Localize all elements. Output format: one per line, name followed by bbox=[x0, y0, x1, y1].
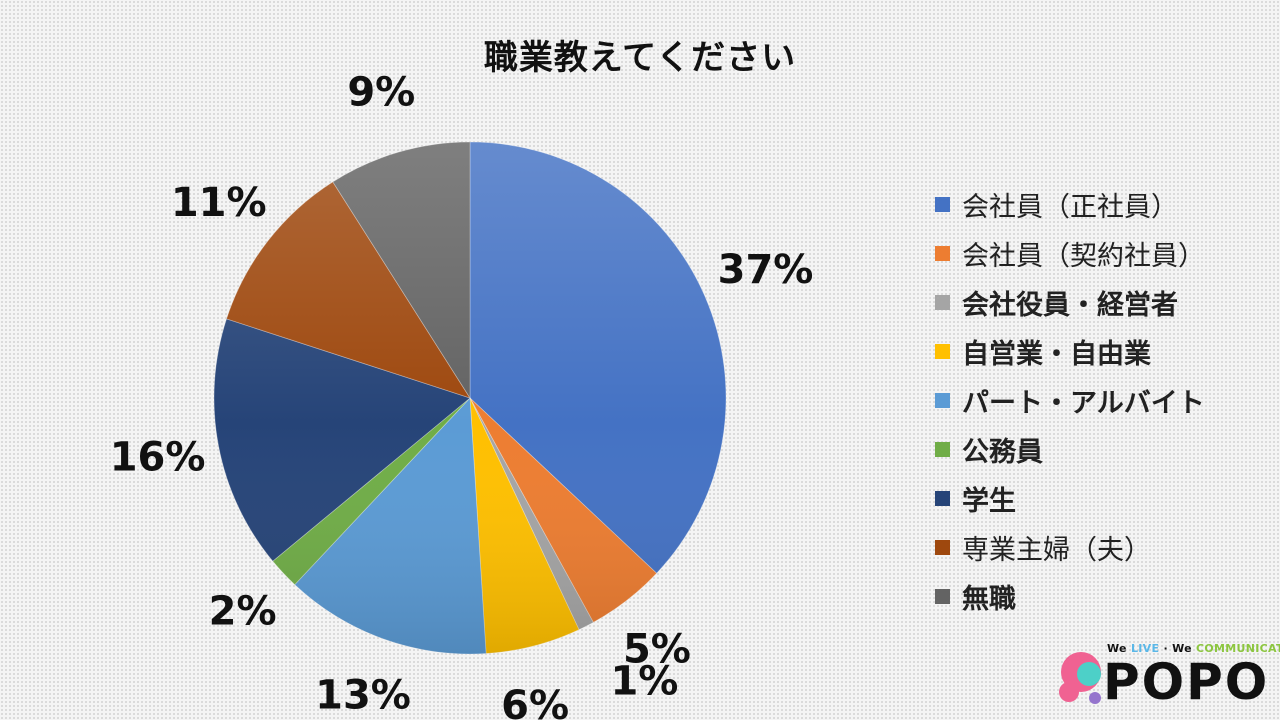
legend-swatch bbox=[935, 442, 950, 457]
data-label-2: 5% bbox=[623, 626, 691, 672]
legend-item-1: 会社員（正社員） bbox=[935, 180, 1205, 229]
data-label-1: 37% bbox=[718, 247, 814, 293]
legend-label: 会社員（正社員） bbox=[962, 192, 1178, 223]
popo-logo: We LIVE · We COMMUNICATE POPO bbox=[1055, 640, 1280, 712]
data-label-8: 11% bbox=[171, 180, 267, 226]
legend-label: 学生 bbox=[962, 486, 1016, 517]
chart-title: 職業教えてください bbox=[483, 38, 797, 78]
legend-label: 自営業・自由業 bbox=[962, 339, 1151, 370]
data-label-5: 13% bbox=[315, 672, 411, 718]
legend-item-3: 会社役員・経営者 bbox=[935, 278, 1205, 327]
legend-item-8: 専業主婦（夫） bbox=[935, 523, 1205, 572]
legend-label: 会社員（契約社員） bbox=[962, 241, 1205, 272]
legend-label: パート・アルバイト bbox=[962, 388, 1205, 419]
legend-label: 会社役員・経営者 bbox=[962, 290, 1178, 321]
data-label-6: 2% bbox=[209, 589, 277, 635]
legend: 会社員（正社員） 会社員（契約社員） 会社役員・経営者 自営業・自由業パート・アルバイ… bbox=[935, 180, 1205, 621]
logo-wordmark: POPO bbox=[1103, 653, 1270, 711]
legend-label: 公務員 bbox=[962, 437, 1043, 468]
logo-tagline: We LIVE · We COMMUNICATE bbox=[1107, 642, 1280, 655]
data-label-3: 1% bbox=[610, 658, 678, 704]
legend-item-2: 会社員（契約社員） bbox=[935, 229, 1205, 278]
popo-logo-mark-icon bbox=[1059, 652, 1101, 704]
legend-swatch bbox=[935, 344, 950, 359]
legend-label: 専業主婦（夫） bbox=[962, 535, 1151, 566]
legend-item-4: 自営業・自由業 bbox=[935, 327, 1205, 376]
legend-label: 無職 bbox=[962, 584, 1016, 615]
data-label-4: 6% bbox=[501, 683, 569, 720]
legend-item-5: パート・アルバイト bbox=[935, 376, 1205, 425]
legend-swatch bbox=[935, 246, 950, 261]
data-label-7: 16% bbox=[110, 435, 206, 481]
legend-swatch bbox=[935, 491, 950, 506]
legend-item-7: 学生 bbox=[935, 474, 1205, 523]
legend-swatch bbox=[935, 540, 950, 555]
legend-swatch bbox=[935, 197, 950, 212]
legend-item-6: 公務員 bbox=[935, 425, 1205, 474]
legend-item-9: 無職 bbox=[935, 572, 1205, 621]
legend-swatch bbox=[935, 295, 950, 310]
legend-swatch bbox=[935, 589, 950, 604]
data-label-9: 9% bbox=[347, 70, 415, 116]
legend-swatch bbox=[935, 393, 950, 408]
